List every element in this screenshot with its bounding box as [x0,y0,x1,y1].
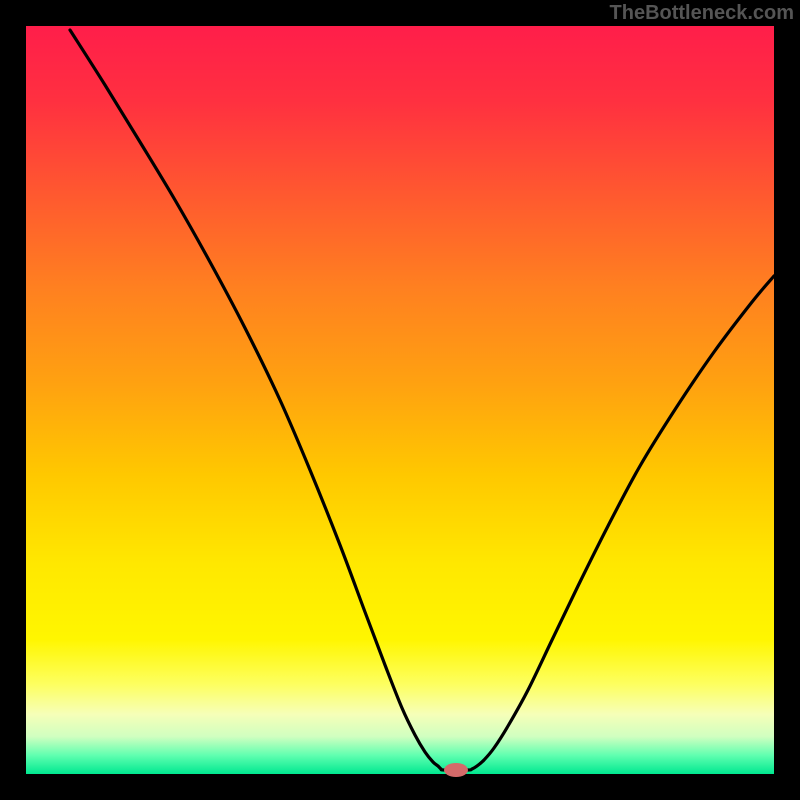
bottleneck-curve-chart [0,0,800,800]
optimal-point-marker [444,763,468,777]
chart-container: TheBottleneck.com [0,0,800,800]
watermark-text: TheBottleneck.com [610,2,794,25]
